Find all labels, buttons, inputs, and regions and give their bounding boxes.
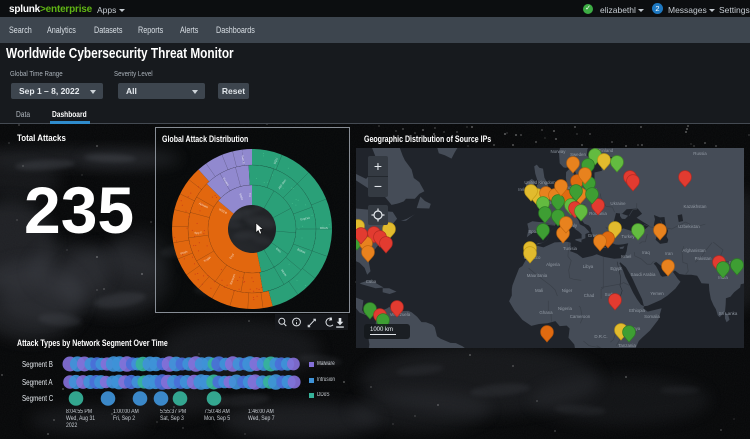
svg-text:Chad: Chad (584, 293, 595, 298)
svg-text:Turkey: Turkey (621, 234, 635, 239)
svg-text:W32.B: W32.B (218, 207, 228, 215)
svg-text:D.R.C.: D.R.C. (594, 334, 607, 339)
svg-text:DDoS: DDoS (320, 226, 328, 230)
svg-text:Sweden: Sweden (570, 152, 586, 157)
svg-text:United Kingdom: United Kingdom (524, 180, 556, 185)
svg-text:Gen.X: Gen.X (241, 155, 246, 164)
svg-text:Nigeria: Nigeria (558, 306, 572, 311)
svg-text:A97.Gen: A97.Gen (277, 178, 287, 190)
svg-text:Ethiopia: Ethiopia (629, 308, 645, 313)
svg-text:Worm: Worm (280, 268, 288, 277)
svg-text:Adware: Adware (198, 201, 209, 209)
svg-text:Spain: Spain (528, 229, 540, 234)
svg-text:Phish: Phish (180, 249, 189, 255)
svg-text:Ghana: Ghana (539, 310, 553, 315)
svg-text:Rootkit: Rootkit (222, 177, 230, 187)
svg-text:Afghanistan: Afghanistan (682, 248, 706, 253)
svg-text:Yemen: Yemen (650, 291, 664, 296)
svg-text:Egypt: Egypt (610, 266, 622, 271)
svg-text:Israel: Israel (621, 254, 632, 259)
svg-text:Norway: Norway (551, 149, 567, 154)
svg-text:Ransom: Ransom (229, 273, 237, 285)
svg-text:Kazakhstan: Kazakhstan (684, 204, 708, 209)
svg-text:Expl.kit: Expl.kit (300, 216, 310, 222)
svg-text:Tunisia: Tunisia (563, 246, 578, 251)
svg-text:Iraq: Iraq (642, 250, 650, 255)
svg-text:Saudi Arabia: Saudi Arabia (631, 272, 656, 277)
svg-text:Cuba: Cuba (366, 279, 377, 284)
svg-text:Algeria: Algeria (546, 262, 560, 267)
svg-text:Spy.X: Spy.X (194, 230, 202, 235)
svg-text:Mali: Mali (535, 288, 543, 293)
svg-text:Botnet: Botnet (297, 247, 306, 254)
svg-text:Tanzania: Tanzania (618, 343, 636, 348)
svg-text:Finland: Finland (599, 148, 614, 153)
svg-text:Cameroon: Cameroon (570, 314, 591, 319)
svg-text:Tro: Tro (248, 193, 252, 198)
svg-text:Iran: Iran (665, 251, 673, 256)
svg-text:Malw: Malw (238, 193, 244, 202)
svg-text:Libya: Libya (583, 264, 594, 269)
svg-text:Ukraine: Ukraine (610, 201, 626, 206)
svg-text:Niger: Niger (562, 288, 573, 293)
svg-text:Sri Lanka: Sri Lanka (719, 311, 738, 316)
svg-text:Italy: Italy (569, 223, 578, 228)
svg-text:Trojan: Trojan (203, 255, 212, 263)
svg-text:Somalia: Somalia (644, 314, 660, 319)
svg-text:Venezuela: Venezuela (390, 312, 411, 317)
svg-text:Intru: Intru (275, 247, 282, 254)
svg-text:Expl: Expl (228, 253, 235, 260)
svg-text:Mauritania: Mauritania (527, 273, 548, 278)
svg-text:SQLi: SQLi (273, 157, 279, 165)
svg-text:Greece: Greece (588, 233, 603, 238)
svg-text:Russia: Russia (693, 151, 707, 156)
svg-text:Pakistan: Pakistan (695, 256, 712, 261)
svg-text:Uzbekistan: Uzbekistan (678, 224, 700, 229)
